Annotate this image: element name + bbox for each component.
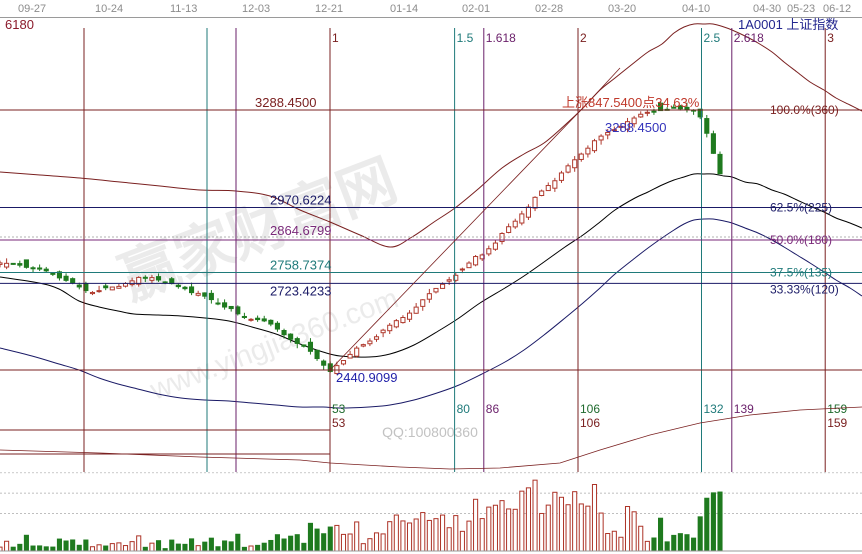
- svg-text:80: 80: [457, 402, 471, 416]
- svg-text:2: 2: [580, 31, 587, 45]
- svg-text:02-01: 02-01: [462, 3, 490, 15]
- svg-text:86: 86: [486, 402, 500, 416]
- svg-text:106: 106: [580, 402, 600, 416]
- svg-text:106: 106: [580, 416, 600, 430]
- svg-text:53: 53: [332, 402, 346, 416]
- svg-text:上涨847.5400点34.63%: 上涨847.5400点34.63%: [562, 95, 700, 110]
- svg-text:100.0%(360): 100.0%(360): [770, 103, 839, 117]
- svg-text:12-21: 12-21: [315, 3, 343, 15]
- svg-text:53: 53: [332, 416, 346, 430]
- svg-text:37.5%(135): 37.5%(135): [770, 266, 832, 280]
- svg-text:09-27: 09-27: [18, 3, 46, 15]
- svg-text:11-13: 11-13: [170, 3, 197, 15]
- svg-text:03-20: 03-20: [608, 3, 636, 15]
- svg-text:3: 3: [827, 31, 834, 45]
- svg-text:159: 159: [827, 402, 847, 416]
- svg-text:04-10: 04-10: [682, 3, 710, 15]
- svg-text:2864.6799: 2864.6799: [270, 223, 331, 238]
- svg-text:50.0%(180): 50.0%(180): [770, 233, 832, 247]
- svg-text:159: 159: [827, 416, 847, 430]
- svg-text:2723.4233: 2723.4233: [270, 283, 331, 298]
- svg-text:2.5: 2.5: [704, 31, 721, 45]
- svg-text:05-23: 05-23: [787, 3, 815, 15]
- svg-text:3288.4500: 3288.4500: [255, 95, 316, 110]
- svg-text:2.618: 2.618: [734, 31, 764, 45]
- svg-text:10-24: 10-24: [95, 3, 123, 15]
- svg-text:2440.9099: 2440.9099: [336, 370, 397, 385]
- svg-text:12-03: 12-03: [242, 3, 270, 15]
- svg-text:02-28: 02-28: [535, 3, 563, 15]
- svg-text:04-30: 04-30: [753, 3, 781, 15]
- svg-text:QQ:100800360: QQ:100800360: [382, 424, 478, 440]
- svg-text:1A0001 上证指数: 1A0001 上证指数: [738, 17, 838, 32]
- svg-text:62.5%(225): 62.5%(225): [770, 201, 832, 215]
- svg-text:2970.6224: 2970.6224: [270, 193, 331, 208]
- svg-text:132: 132: [704, 402, 724, 416]
- svg-text:1.5: 1.5: [457, 31, 474, 45]
- svg-text:33.33%(120): 33.33%(120): [770, 282, 839, 296]
- svg-text:139: 139: [734, 402, 754, 416]
- svg-text:1.618: 1.618: [486, 31, 516, 45]
- svg-text:3288.4500: 3288.4500: [605, 120, 666, 135]
- svg-text:01-14: 01-14: [390, 3, 418, 15]
- svg-text:06-12: 06-12: [823, 3, 851, 15]
- svg-text:2758.7374: 2758.7374: [270, 258, 331, 273]
- svg-text:1: 1: [332, 31, 339, 45]
- svg-text:6180: 6180: [5, 17, 34, 32]
